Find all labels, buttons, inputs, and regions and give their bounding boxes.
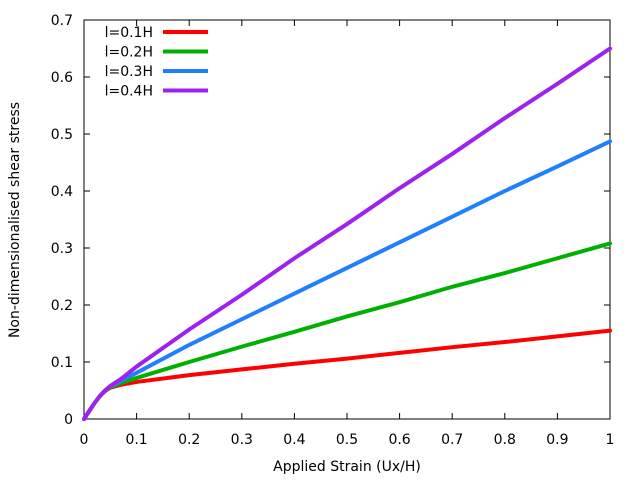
- y-tick-label: 0: [64, 412, 73, 428]
- y-tick-label: 0.2: [51, 298, 73, 314]
- legend-label: l=0.4H: [105, 84, 153, 100]
- x-tick-label: 0.1: [125, 432, 147, 448]
- legend: l=0.1H l=0.2H l=0.3H l=0.4H: [105, 25, 208, 100]
- x-axis-title: Applied Strain (Ux/H): [273, 459, 421, 475]
- y-axis-title: Non-dimensionalised shear stress: [7, 102, 23, 338]
- x-tick-label: 0.6: [388, 432, 410, 448]
- series-line-1: [82, 328, 612, 421]
- series-line-4: [82, 46, 612, 421]
- y-tick-label: 0.4: [51, 184, 73, 200]
- x-tick-label: 1: [606, 432, 615, 448]
- ticks: 0 0.1 0.2 0.3 0.4 0.5 0.6 0.7 0.8 0.9 1 0 0.1 0.2 0.3 0…: [51, 13, 615, 448]
- x-tick-label: 0.3: [231, 432, 253, 448]
- legend-label: l=0.2H: [105, 45, 153, 61]
- x-tick-label: 0.9: [546, 432, 568, 448]
- x-tick-label: 0.2: [178, 432, 200, 448]
- x-tick-label: 0.5: [336, 432, 358, 448]
- y-tick-label: 0.7: [51, 13, 73, 29]
- x-tick-label: 0.7: [441, 432, 463, 448]
- legend-label: l=0.3H: [105, 64, 153, 80]
- x-tick-label: 0: [80, 432, 89, 448]
- series-layer: [82, 46, 612, 421]
- x-tick-label: 0.4: [283, 432, 305, 448]
- x-tick-label: 0.8: [494, 432, 516, 448]
- y-tick-label: 0.3: [51, 241, 73, 257]
- y-tick-label: 0.6: [51, 70, 73, 86]
- y-tick-label: 0.5: [51, 127, 73, 143]
- legend-label: l=0.1H: [105, 25, 153, 41]
- y-tick-label: 0.1: [51, 355, 73, 371]
